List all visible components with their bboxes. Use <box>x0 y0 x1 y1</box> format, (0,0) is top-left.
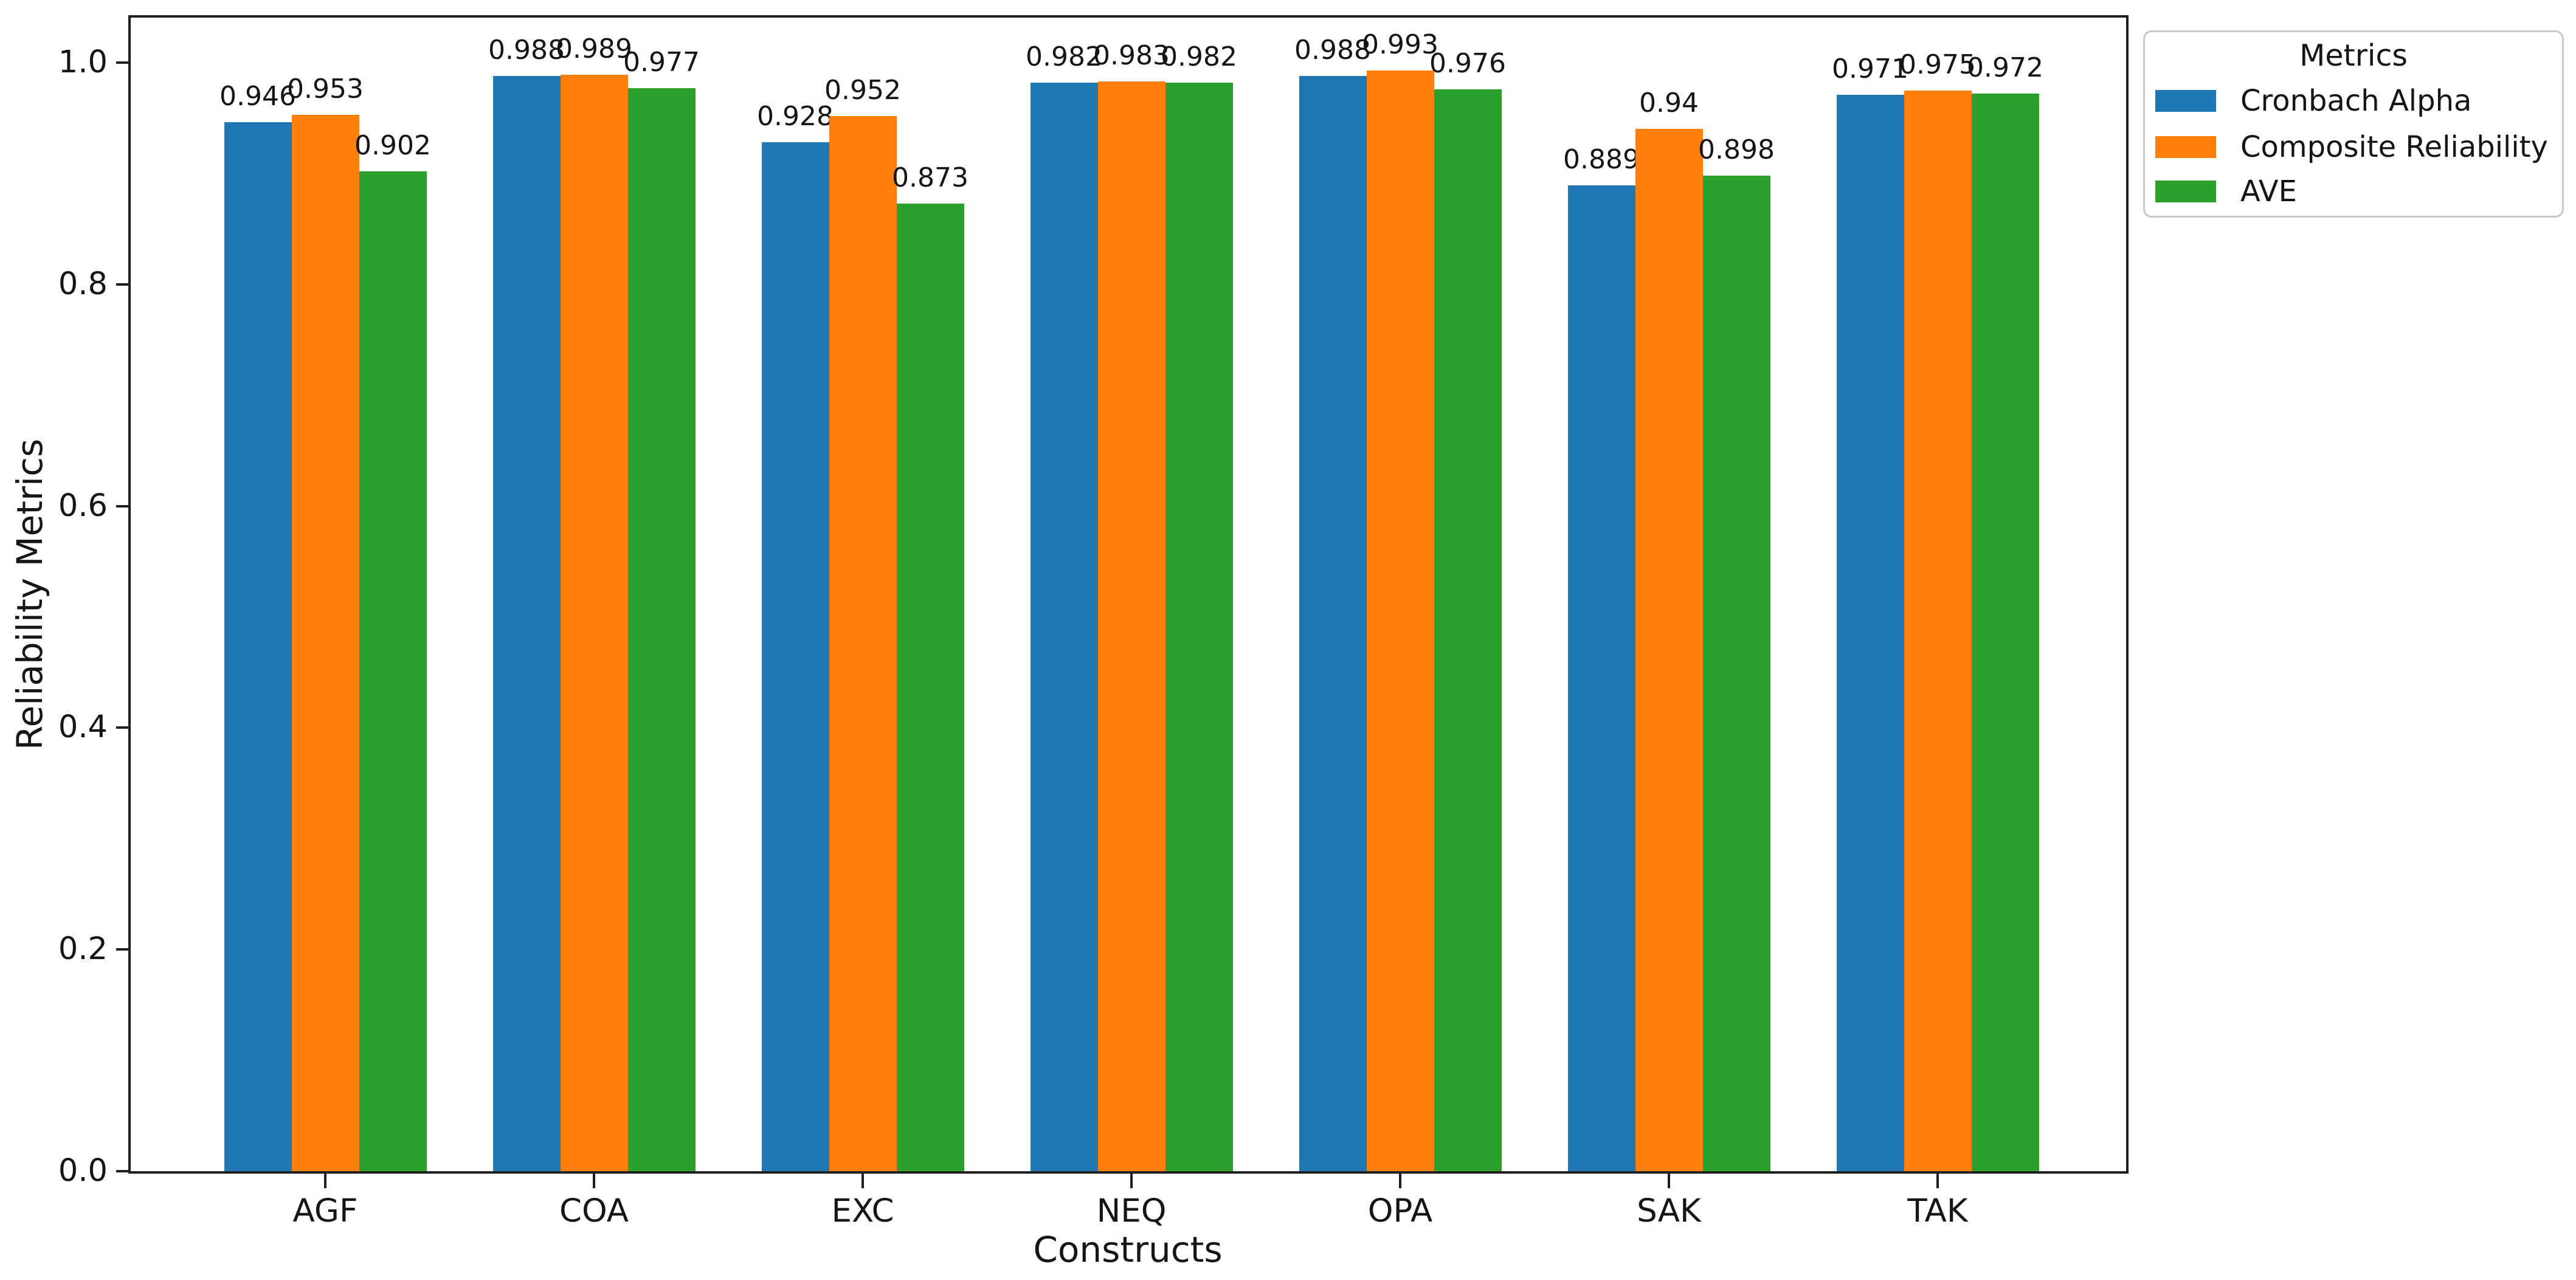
bar-value-label: 0.975 <box>1899 49 1976 80</box>
x-tick-label-coa: COA <box>559 1192 629 1230</box>
bar-value-label: 0.989 <box>556 33 632 64</box>
y-tick-mark <box>116 61 128 64</box>
legend-swatch <box>2155 181 2216 202</box>
bar-ave <box>1702 176 1770 1171</box>
bar-value-label: 0.946 <box>219 81 296 112</box>
bar-value-label: 0.902 <box>354 130 431 161</box>
bar-composite-reliability <box>291 115 359 1171</box>
x-tick-label-opa: OPA <box>1367 1192 1433 1230</box>
bar-value-label: 0.993 <box>1362 29 1438 60</box>
legend-swatch <box>2155 90 2216 112</box>
y-tick-label: 0.6 <box>58 487 108 524</box>
bar-value-label: 0.971 <box>1832 53 1908 84</box>
y-tick-label: 0.8 <box>58 266 108 302</box>
bar-value-label: 0.928 <box>757 101 834 132</box>
legend: Metrics Cronbach Alpha Composite Reliabil… <box>2143 30 2564 218</box>
bar-ave <box>1165 83 1233 1171</box>
bar-composite-reliability <box>829 116 897 1171</box>
x-tick-label-exc: EXC <box>831 1192 894 1230</box>
y-axis-title: Reliability Metrics <box>9 438 50 751</box>
x-tick-mark <box>1399 1174 1401 1188</box>
legend-item-label: Cronbach Alpha <box>2240 84 2472 118</box>
y-tick-mark <box>116 1170 128 1172</box>
bar-cronbach-alpha <box>1836 95 1904 1171</box>
y-tick-label: 0.4 <box>58 709 108 746</box>
plot-area: 0.0 0.2 0.4 0.6 0.8 1.0 AGF COA EXC NEQ OPA SAK TAK 0… <box>58 15 2129 1230</box>
bar-ave <box>359 171 427 1171</box>
bar-value-label: 0.976 <box>1429 48 1506 79</box>
bar-value-label: 0.898 <box>1698 134 1775 165</box>
bar-ave <box>1434 89 1502 1171</box>
x-tick-mark <box>1936 1174 1939 1188</box>
x-tick-mark <box>1668 1174 1670 1188</box>
x-tick-label-neq: NEQ <box>1096 1192 1167 1230</box>
bar-cronbach-alpha <box>1299 76 1367 1171</box>
y-tick-mark <box>116 504 128 508</box>
x-axis-title: Constructs <box>1033 1229 1223 1270</box>
bar-value-label: 0.972 <box>1967 52 2043 83</box>
bar-composite-reliability <box>1635 129 1703 1171</box>
bar-composite-reliability <box>560 75 628 1171</box>
bar-value-label: 0.988 <box>488 35 565 66</box>
y-tick-label: 0.0 <box>58 1153 108 1189</box>
bar-cronbach-alpha <box>1567 185 1635 1171</box>
bar-cronbach-alpha <box>761 142 829 1171</box>
x-tick-mark <box>593 1174 595 1188</box>
legend-item: AVE <box>2155 174 2297 208</box>
x-tick-mark <box>862 1174 864 1188</box>
bar-value-label: 0.952 <box>824 75 901 106</box>
bar-ave <box>896 204 964 1171</box>
legend-item: Cronbach Alpha <box>2155 84 2472 118</box>
bar-composite-reliability <box>1904 91 1972 1171</box>
bar-ave <box>627 88 696 1171</box>
bar-cronbach-alpha <box>492 76 561 1171</box>
bar-cronbach-alpha <box>1030 83 1098 1171</box>
x-tick-label-sak: SAK <box>1637 1192 1701 1230</box>
bar-composite-reliability <box>1366 71 1434 1171</box>
legend-item-label: Composite Reliability <box>2240 130 2548 164</box>
bar-value-label: 0.977 <box>623 47 700 78</box>
x-tick-label-tak: TAK <box>1907 1192 1968 1230</box>
x-tick-mark <box>1130 1174 1133 1188</box>
y-tick-mark <box>116 283 128 286</box>
y-tick-label: 0.2 <box>58 931 108 968</box>
bar-value-label: 0.953 <box>287 74 364 105</box>
legend-item-label: AVE <box>2240 174 2297 208</box>
legend-item: Composite Reliability <box>2155 132 2548 162</box>
y-tick-mark <box>116 726 128 729</box>
y-tick-label: 1.0 <box>58 44 108 80</box>
legend-title: Metrics <box>2299 38 2408 73</box>
legend-swatch <box>2155 136 2216 158</box>
bar-value-label: 0.982 <box>1161 41 1237 72</box>
bar-value-label: 0.988 <box>1294 35 1371 66</box>
bar-value-label: 0.889 <box>1563 144 1640 175</box>
bar-composite-reliability <box>1097 81 1165 1171</box>
bar-value-label: 0.873 <box>892 162 969 193</box>
bar-value-label: 0.983 <box>1093 40 1170 71</box>
bar-cronbach-alpha <box>224 122 292 1171</box>
bar-value-label: 0.982 <box>1026 41 1102 72</box>
x-tick-label-agf: AGF <box>292 1192 358 1230</box>
y-tick-mark <box>116 948 128 951</box>
bar-ave <box>1971 94 2039 1171</box>
bar-value-label: 0.94 <box>1639 88 1699 119</box>
x-tick-mark <box>324 1174 326 1188</box>
